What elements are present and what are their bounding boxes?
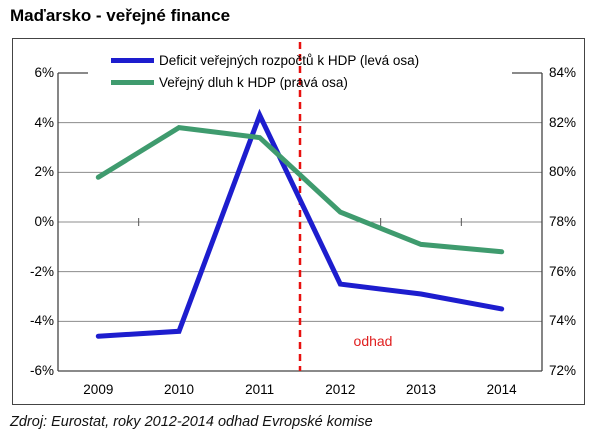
chart-frame: Deficit veřejných rozpočtů k HDP (levá o…: [12, 38, 585, 405]
right-axis-tick-label: 82%: [549, 114, 577, 130]
x-axis-year-label: 2010: [163, 382, 195, 397]
legend-item-debt: Veřejný dluh k HDP (pravá osa): [111, 71, 419, 93]
legend-item-deficit: Deficit veřejných rozpočtů k HDP (levá o…: [111, 49, 419, 71]
x-axis-year-label: 2009: [83, 382, 114, 397]
deficit-line-swatch-icon: [111, 57, 154, 63]
left-axis-tick-label: -4%: [29, 313, 54, 329]
right-axis-tick-label: 74%: [549, 313, 577, 329]
chart-legend: Deficit veřejných rozpočtů k HDP (levá o…: [111, 49, 419, 93]
right-axis-tick-label: 72%: [549, 363, 577, 378]
legend-label-debt: Veřejný dluh k HDP (pravá osa): [159, 74, 348, 90]
x-axis-year-label: 2013: [405, 382, 437, 397]
estimate-annotation: odhad: [353, 333, 393, 349]
source-note: Zdroj: Eurostat, roky 2012-2014 odhad Ev…: [10, 414, 373, 430]
debt-line: [95, 125, 505, 255]
left-axis-tick-label: 2%: [34, 164, 54, 180]
deficit-line: [95, 108, 505, 339]
right-axis-tick-label: 78%: [549, 214, 577, 229]
x-axis-year-label: 2011: [245, 382, 275, 397]
right-axis-tick-label: 84%: [549, 65, 577, 80]
legend-label-deficit: Deficit veřejných rozpočtů k HDP (levá o…: [159, 52, 420, 68]
left-axis-tick-label: 4%: [34, 114, 54, 130]
x-axis-year-label: 2014: [486, 382, 517, 397]
page-title: Maďarsko - veřejné finance: [10, 6, 231, 25]
right-axis-tick-label: 80%: [549, 164, 577, 180]
left-axis-tick-label: -6%: [29, 363, 54, 378]
left-axis-tick-label: -2%: [29, 263, 54, 279]
debt-line-swatch-icon: [111, 79, 154, 85]
left-axis-tick-label: 0%: [34, 214, 54, 229]
left-axis-tick-label: 6%: [34, 65, 54, 80]
chart-canvas: [57, 42, 543, 372]
right-axis-tick-label: 76%: [549, 263, 577, 279]
x-axis-year-label: 2012: [325, 382, 356, 397]
